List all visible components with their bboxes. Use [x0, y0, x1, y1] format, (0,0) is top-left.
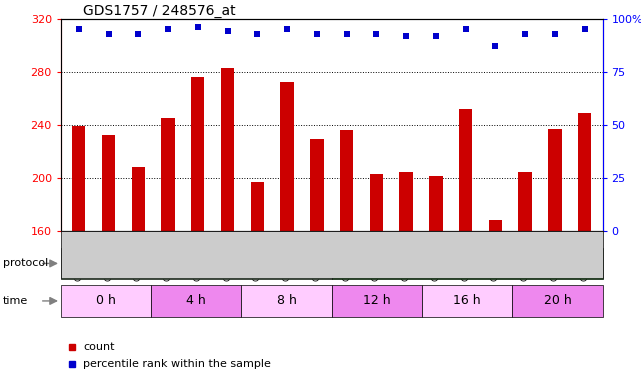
- Bar: [72, 126, 85, 231]
- Text: 16 h: 16 h: [453, 294, 481, 307]
- Text: 12 h: 12 h: [363, 294, 390, 307]
- Text: 20 h: 20 h: [544, 294, 571, 307]
- Bar: [102, 135, 115, 231]
- Bar: [191, 77, 204, 231]
- Point: [163, 26, 173, 32]
- Bar: [251, 182, 264, 231]
- Bar: [131, 167, 145, 231]
- Bar: [422, 285, 512, 317]
- Point: [342, 31, 352, 37]
- Text: 4 h: 4 h: [187, 294, 206, 307]
- Point: [222, 28, 233, 34]
- Point: [133, 31, 144, 37]
- Point: [252, 31, 262, 37]
- Text: count: count: [83, 342, 115, 352]
- Bar: [332, 285, 422, 317]
- Point: [579, 26, 590, 32]
- Point: [103, 31, 113, 37]
- Point: [371, 31, 381, 37]
- Bar: [578, 113, 592, 231]
- Bar: [61, 248, 332, 279]
- Bar: [162, 118, 175, 231]
- Point: [520, 31, 530, 37]
- Bar: [280, 82, 294, 231]
- Bar: [519, 172, 532, 231]
- Point: [74, 26, 84, 32]
- Bar: [221, 68, 234, 231]
- Text: GDS1757 / 248576_at: GDS1757 / 248576_at: [83, 4, 236, 18]
- Bar: [332, 248, 603, 279]
- Bar: [61, 285, 151, 317]
- Bar: [459, 109, 472, 231]
- Bar: [370, 174, 383, 231]
- Bar: [242, 285, 332, 317]
- Text: 0 h: 0 h: [96, 294, 116, 307]
- Bar: [399, 172, 413, 231]
- Bar: [488, 220, 502, 231]
- Text: 8 h: 8 h: [277, 294, 297, 307]
- Point: [193, 24, 203, 30]
- Point: [460, 26, 470, 32]
- Text: time: time: [3, 296, 28, 306]
- Point: [282, 26, 292, 32]
- Bar: [512, 285, 603, 317]
- Text: protocol: protocol: [3, 258, 49, 268]
- Point: [431, 33, 441, 39]
- Text: percentile rank within the sample: percentile rank within the sample: [83, 359, 271, 369]
- Bar: [429, 176, 442, 231]
- Bar: [151, 285, 242, 317]
- Point: [490, 43, 501, 49]
- Bar: [310, 139, 324, 231]
- Point: [312, 31, 322, 37]
- Text: light: light: [183, 257, 210, 270]
- Point: [550, 31, 560, 37]
- Point: [401, 33, 412, 39]
- Bar: [548, 129, 562, 231]
- Text: dark: dark: [453, 257, 481, 270]
- Bar: [340, 130, 353, 231]
